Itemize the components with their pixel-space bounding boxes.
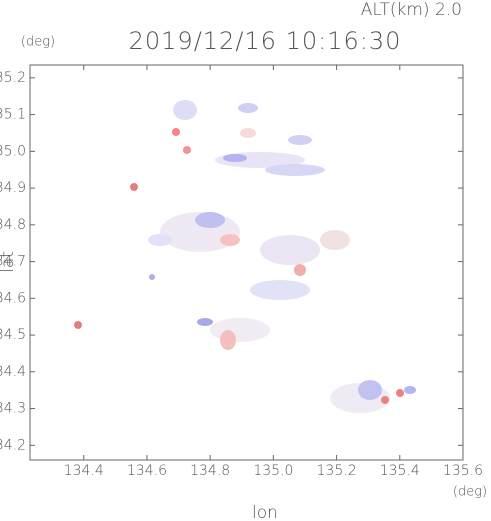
y-tick-label: 34.4 xyxy=(0,364,26,380)
y-axis-label: lat xyxy=(0,251,18,273)
x-tick-label: 134.4 xyxy=(64,463,104,479)
x-axis-label: lon xyxy=(252,503,278,521)
x-tick-label: 134.8 xyxy=(190,463,230,479)
y-tick-label: 35.2 xyxy=(0,70,26,86)
plot-frame xyxy=(29,64,464,461)
y-tick-label: 35.1 xyxy=(0,107,26,123)
y-tick-label: 34.5 xyxy=(0,327,26,343)
y-tick-label: 34.7 xyxy=(0,254,26,270)
y-tick-label: 34.3 xyxy=(0,401,26,417)
altitude-label: ALT(km) 2.0 xyxy=(361,0,462,20)
x-tick-label: 135.2 xyxy=(317,463,357,479)
y-unit: (deg) xyxy=(21,35,55,50)
y-tick-label: 34.8 xyxy=(0,217,26,233)
x-tick-label: 135.0 xyxy=(253,463,293,479)
y-tick-label: 34.2 xyxy=(0,437,26,453)
echo-field xyxy=(74,100,416,413)
y-tick-label: 34.9 xyxy=(0,180,26,196)
y-tick-label: 34.6 xyxy=(0,290,26,306)
x-tick-label: 134.6 xyxy=(127,463,167,479)
x-unit: (deg) xyxy=(453,485,487,500)
chart-title: 2019/12/16 10:16:30 xyxy=(129,27,402,55)
x-tick-label: 135.4 xyxy=(380,463,420,479)
x-tick-label: 135.6 xyxy=(443,463,483,479)
y-tick-label: 35.0 xyxy=(0,143,26,159)
